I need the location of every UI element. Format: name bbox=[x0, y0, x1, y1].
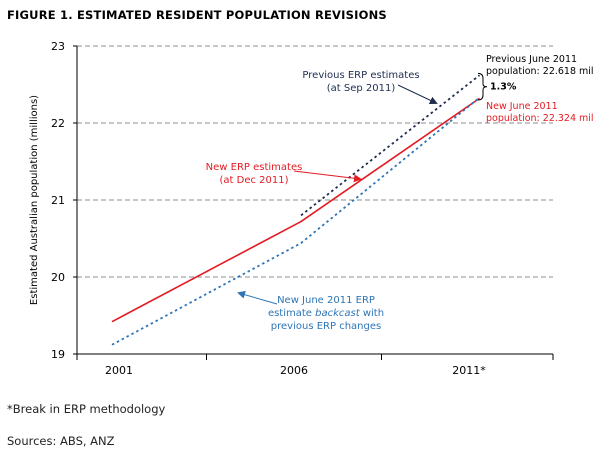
chart-title: FIGURE 1. ESTIMATED RESIDENT POPULATION … bbox=[7, 8, 387, 22]
backcast-label-line-0: New June 2011 ERP bbox=[277, 295, 375, 306]
prev-june-label-line-1: population: 22.618 mil bbox=[486, 66, 594, 77]
y-axis-label: Estimated Australian population (million… bbox=[29, 95, 40, 305]
prev-erp-arrow bbox=[397, 84, 438, 105]
x-tick-label-2001: 2001 bbox=[105, 364, 133, 377]
x-tick-label-2006: 2006 bbox=[280, 364, 308, 377]
axes: 19 20 21 22 23 2001 2006 2011* Estimated Austral… bbox=[29, 40, 554, 377]
backcast-label-line-1: estimate backcast with bbox=[268, 308, 384, 319]
y-tick-label-19: 19 bbox=[51, 348, 65, 361]
sources-footnote: Sources: ABS, ANZ bbox=[7, 434, 115, 448]
backcast-label-line-2: previous ERP changes bbox=[271, 321, 381, 332]
backcast-arrow bbox=[237, 290, 278, 305]
y-tick-label-23: 23 bbox=[51, 40, 65, 53]
gap-brace bbox=[477, 72, 488, 101]
prev-erp-label-line-1: (at Sep 2011) bbox=[327, 83, 396, 94]
y-tick-label-22: 22 bbox=[51, 117, 65, 130]
series-line-0 bbox=[300, 74, 481, 217]
new-june-label-line-1: population: 22.324 mil bbox=[486, 113, 594, 124]
new-erp-label-line-1: (at Dec 2011) bbox=[219, 175, 288, 186]
series-line-2 bbox=[111, 96, 481, 346]
break-footnote: *Break in ERP methodology bbox=[7, 402, 166, 416]
series-line-1 bbox=[111, 97, 480, 323]
x-tick-label-2011: 2011* bbox=[452, 364, 486, 377]
y-tick-label-21: 21 bbox=[51, 194, 65, 207]
prev-erp-label-line-0: Previous ERP estimates bbox=[302, 70, 419, 81]
series-lines bbox=[111, 74, 481, 346]
gap-percent-label: 1.3% bbox=[490, 82, 517, 93]
new-erp-arrow bbox=[293, 170, 362, 183]
y-tick-label-20: 20 bbox=[51, 271, 65, 284]
new-erp-label-line-0: New ERP estimates bbox=[206, 162, 303, 173]
annotations: Previous ERP estimates (at Sep 2011) New E… bbox=[206, 54, 594, 332]
new-june-label-line-0: New June 2011 bbox=[486, 101, 558, 112]
prev-june-label-line-0: Previous June 2011 bbox=[486, 54, 577, 65]
